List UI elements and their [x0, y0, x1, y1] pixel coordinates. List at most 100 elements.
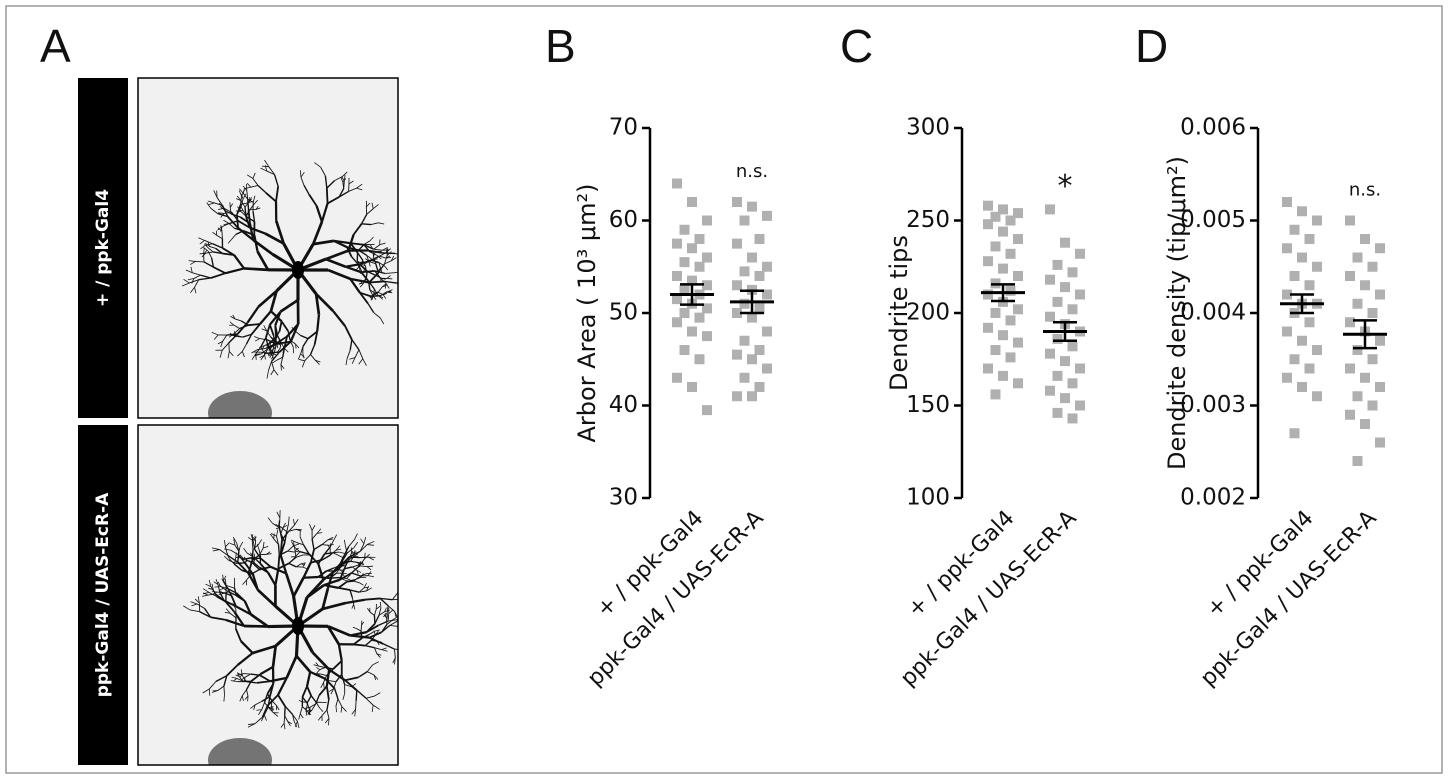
data-point	[672, 294, 682, 305]
dendrite	[276, 705, 280, 711]
dendrite	[287, 550, 295, 553]
dendrite	[313, 664, 319, 667]
dendrite	[384, 280, 397, 284]
dendrite	[238, 676, 244, 682]
dendrite	[324, 678, 336, 690]
dendrite	[338, 586, 351, 591]
dendrite	[374, 270, 386, 275]
dendrite	[394, 611, 397, 618]
dendrite	[378, 262, 385, 267]
dendrite	[211, 332, 219, 336]
dendrite	[359, 259, 372, 266]
dendrite	[282, 348, 285, 353]
dendrite	[216, 197, 223, 206]
dendrite	[315, 292, 335, 312]
dendrite	[236, 652, 254, 666]
dendrite	[295, 330, 301, 336]
dendrite	[213, 581, 219, 586]
dendrite	[340, 552, 348, 563]
dendrite	[358, 243, 365, 251]
dendrite	[341, 706, 347, 712]
dendrite	[273, 174, 279, 187]
dendrite	[336, 567, 341, 574]
y-tick-label: 200	[906, 300, 950, 326]
dendrite	[346, 574, 351, 579]
dendrite	[245, 216, 251, 228]
dendrite	[363, 536, 367, 544]
dendrite	[237, 554, 246, 564]
dendrite	[369, 289, 375, 294]
dendrite	[352, 637, 363, 646]
data-point	[754, 271, 765, 281]
dendrite	[268, 166, 275, 175]
data-point	[1067, 378, 1078, 389]
dendrite	[358, 349, 364, 359]
dendrite	[377, 267, 381, 272]
dendrite	[211, 583, 214, 590]
dendrite	[374, 291, 379, 294]
dendrite	[255, 207, 261, 210]
dendrite	[246, 190, 249, 200]
dendrite	[248, 223, 255, 241]
data-point	[1375, 437, 1385, 448]
dendrite	[199, 240, 205, 245]
dendrite	[393, 271, 398, 274]
dendrite	[250, 323, 261, 335]
dendrite	[375, 605, 381, 610]
dendrite	[326, 709, 330, 719]
dendrite	[257, 184, 267, 194]
dendrite	[259, 674, 271, 683]
dendrite	[325, 686, 330, 700]
micrograph-border	[137, 424, 399, 766]
dendrite	[243, 560, 248, 564]
dendrite	[198, 277, 211, 281]
dendrite	[245, 681, 252, 690]
dendrite	[217, 685, 225, 691]
y-tick-label: 0.005	[1180, 207, 1246, 233]
dendrite	[300, 563, 305, 566]
dendrite	[267, 361, 272, 371]
dendrite	[356, 183, 363, 189]
dendrite	[228, 342, 230, 352]
data-point	[1282, 289, 1292, 300]
dendrite	[213, 190, 218, 198]
dendrite	[236, 206, 242, 215]
dendrite	[332, 310, 346, 327]
dendrite	[237, 227, 254, 241]
dendrite	[363, 582, 367, 588]
dendrite	[385, 247, 388, 253]
data-point	[1005, 248, 1016, 259]
data-point	[1375, 382, 1385, 392]
dendrite	[246, 216, 255, 223]
dendrite	[291, 556, 296, 561]
dendrite	[364, 597, 381, 601]
dendrite	[223, 219, 229, 224]
dendrite	[273, 538, 279, 545]
dendrite	[220, 341, 224, 348]
dendrite	[254, 700, 262, 706]
dendrite	[267, 342, 271, 347]
dendrite	[229, 543, 236, 546]
dendrite	[366, 202, 371, 208]
dendrite	[353, 580, 360, 584]
dendrite	[270, 700, 273, 707]
y-tick-label: 50	[609, 300, 638, 326]
dendrite	[256, 680, 271, 684]
micrograph	[138, 425, 398, 765]
data-point	[702, 405, 712, 416]
data-point	[1352, 345, 1363, 355]
dendrite	[252, 558, 256, 564]
dendrite	[260, 351, 269, 354]
dendrite	[244, 206, 247, 217]
dendrite	[369, 244, 373, 249]
dendrite	[227, 588, 237, 594]
data-point	[1375, 335, 1385, 346]
dendrite	[352, 566, 358, 571]
dendrite	[384, 265, 389, 271]
dendrite	[292, 714, 298, 722]
soma	[292, 617, 304, 635]
dendrite	[366, 664, 373, 672]
data-point	[1075, 248, 1085, 259]
dendrite	[202, 688, 210, 694]
dendrite	[324, 718, 330, 724]
